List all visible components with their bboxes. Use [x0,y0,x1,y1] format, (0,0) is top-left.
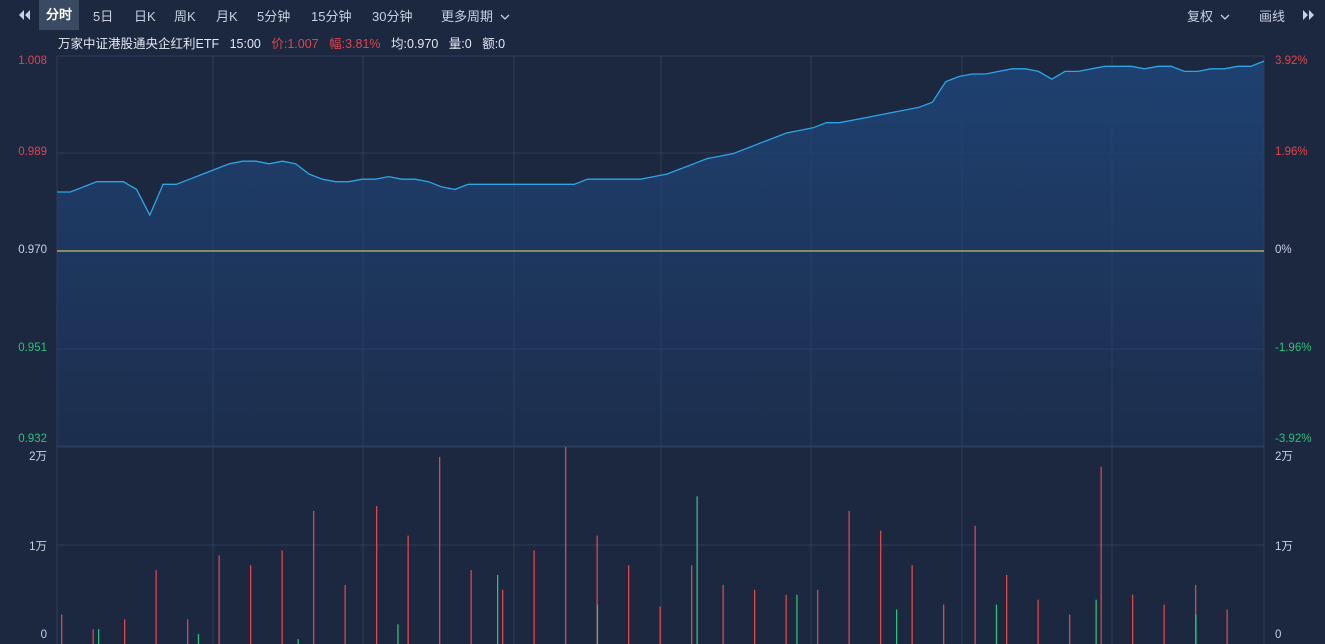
volume-tick-right: 0 [1275,629,1282,641]
tab-day-k[interactable]: 日K [134,9,156,24]
price-tick-left: 0.932 [18,433,47,445]
volume-bar [218,555,220,644]
quote-info-bar: 万家中证港股通央企红利ETF 15:00 价:1.007 幅:3.81% 均:0… [58,33,512,52]
draw-line-button[interactable]: 画线 [1259,9,1286,24]
volume-bar [785,594,787,644]
volume-bar [407,535,409,644]
tab-15min[interactable]: 15分钟 [311,9,352,24]
volume-bar [98,629,100,644]
volume-bar [1069,614,1071,644]
quote-amount: 额:0 [482,37,506,51]
adjust-label: 复权 [1187,9,1214,24]
tab-week-k[interactable]: 周K [174,9,196,24]
volume-bar [596,535,598,644]
volume-bar [1195,614,1197,644]
percent-tick-right: -1.96% [1275,342,1312,354]
volume-tick-left: 0 [40,629,47,641]
volume-bar [817,589,819,644]
toolbar: 分时 5日 日K 周K 月K 5分钟 15分钟 30分钟 更多周期 复权 画线 [0,0,1325,30]
volume-bar [943,604,945,644]
price-tick-left: 0.951 [18,342,47,354]
chevron-down-icon [1220,14,1230,20]
tab-month-k[interactable]: 月K [216,9,238,24]
more-periods-label: 更多周期 [441,9,494,24]
quote-time: 15:00 [229,37,261,51]
volume-tick-left: 1万 [29,541,47,553]
volume-bar [880,530,882,644]
volume-bar [896,609,898,644]
volume-bar [376,506,378,644]
volume-bar [1037,599,1039,644]
volume-bar [722,584,724,644]
volume-bar [1006,575,1008,644]
volume-bar [281,550,283,644]
volume-bar [197,634,200,644]
percent-tick-right: 1.96% [1275,146,1308,158]
volume-bar [61,614,63,644]
volume-bar [502,589,504,644]
volume-bar [1095,599,1097,644]
volume-bar [187,619,189,644]
double-right-arrow-icon[interactable] [1302,8,1316,22]
volume-bar [659,606,661,644]
volume-bar [439,456,441,644]
adjust-button[interactable]: 复权 [1187,6,1230,25]
percent-tick-right: -3.92% [1275,433,1312,445]
volume-tick-left: 2万 [29,451,47,463]
volume-bar [397,624,399,644]
volume-bar [497,575,499,644]
percent-tick-right: 3.92% [1275,55,1308,67]
volume-bar [974,525,976,644]
volume-bar [565,447,567,644]
volume-bar [124,619,126,644]
volume-bar [155,570,157,644]
volume-bar [1195,584,1197,644]
quote-price: 价:1.007 [271,37,319,51]
volume-tick-right: 2万 [1275,451,1293,463]
tab-5day[interactable]: 5日 [93,9,114,24]
volume-bar [754,589,756,644]
volume-bar [1132,594,1134,644]
volume-bar [313,511,315,644]
volume-bar [911,565,913,644]
volume-bar [848,511,850,644]
volume-bar [250,565,252,644]
volume-bar [995,604,998,644]
volume-tick-right: 1万 [1275,541,1293,553]
price-tick-left: 1.008 [18,55,47,67]
percent-tick-right: 0% [1275,244,1292,256]
more-periods-button[interactable]: 更多周期 [441,6,510,25]
volume-bar [344,584,346,644]
security-name: 万家中证港股通央企红利ETF [58,37,220,51]
tab-fenshi[interactable]: 分时 [39,0,80,30]
volume-bar [297,639,299,644]
volume-bar [796,594,798,644]
volume-bar [1100,466,1102,644]
price-line [57,60,1265,217]
volume-bar [92,629,94,644]
tab-5min[interactable]: 5分钟 [257,9,291,24]
volume-bar [470,570,472,644]
double-left-arrow-icon[interactable] [17,8,31,22]
volume-bar [696,496,698,644]
volume-bar [1226,609,1228,644]
volume-bar [628,565,630,644]
volume-bar [1163,604,1165,644]
price-tick-left: 0.989 [18,146,47,158]
tab-30min[interactable]: 30分钟 [372,9,413,24]
price-area [57,61,1264,446]
price-tick-left: 0.970 [18,244,47,256]
volume-bar [533,550,535,644]
quote-average: 均:0.970 [391,37,439,51]
quote-volume: 量:0 [448,37,472,51]
quote-change: 幅:3.81% [329,37,381,51]
volume-bar [596,604,599,644]
chevron-down-icon [500,14,510,20]
volume-bar [691,565,693,644]
